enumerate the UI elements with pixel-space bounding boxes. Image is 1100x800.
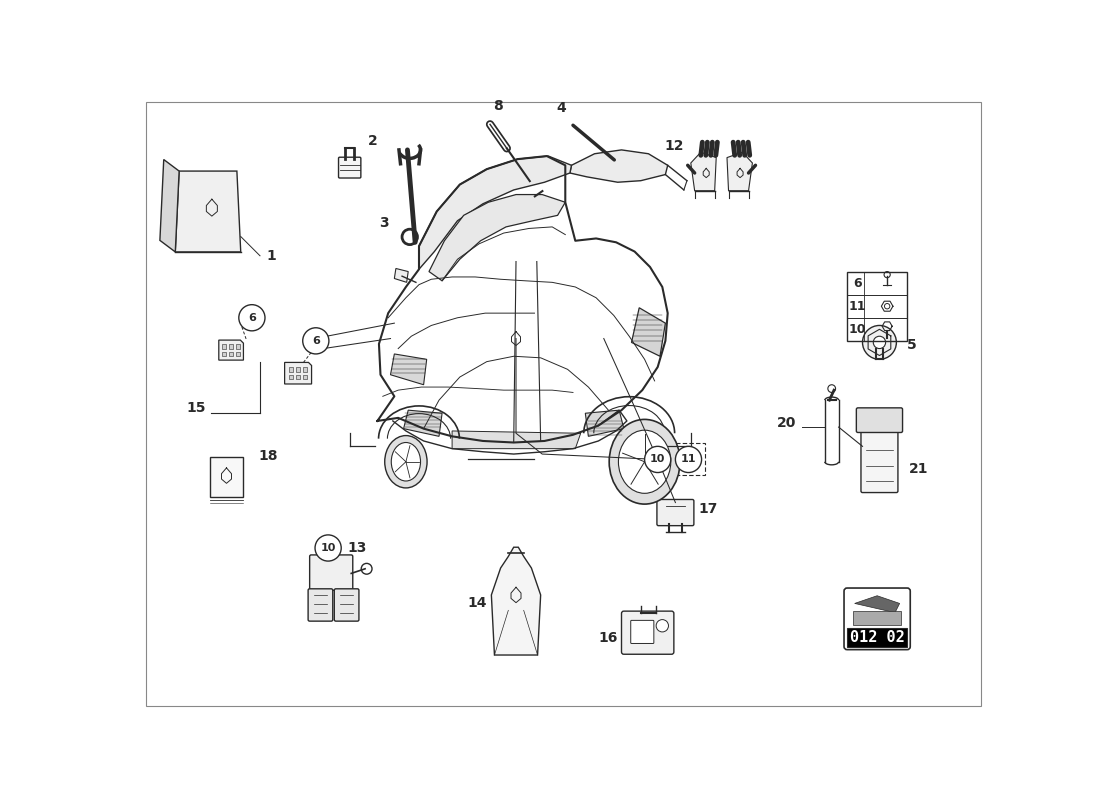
Polygon shape [175,171,241,252]
Polygon shape [727,152,752,190]
Polygon shape [452,431,581,449]
Text: 17: 17 [698,502,717,516]
Text: 14: 14 [468,596,487,610]
Ellipse shape [618,430,671,494]
Polygon shape [847,628,907,646]
Text: 12: 12 [664,139,683,153]
Ellipse shape [385,435,427,488]
Text: 15: 15 [186,401,206,415]
Polygon shape [631,308,666,356]
Circle shape [656,619,669,632]
Text: 11: 11 [848,300,866,313]
Polygon shape [289,374,294,379]
Polygon shape [229,344,233,349]
Circle shape [862,326,896,359]
FancyBboxPatch shape [621,611,674,654]
Polygon shape [691,152,716,190]
FancyBboxPatch shape [308,589,332,621]
Polygon shape [235,352,240,356]
Polygon shape [219,340,243,360]
Text: 3: 3 [379,216,389,230]
Polygon shape [222,344,227,349]
Text: 21: 21 [909,462,928,477]
Polygon shape [160,159,179,252]
Text: 20: 20 [777,416,796,430]
Text: 10: 10 [650,454,666,465]
FancyBboxPatch shape [339,158,361,178]
Text: 6: 6 [248,313,256,322]
Circle shape [239,305,265,331]
FancyBboxPatch shape [334,589,359,621]
Circle shape [302,328,329,354]
Text: 6: 6 [312,336,320,346]
Polygon shape [570,150,668,182]
FancyBboxPatch shape [630,620,653,643]
Ellipse shape [392,442,420,481]
Text: 012 02: 012 02 [850,630,904,645]
Text: 11: 11 [681,454,696,465]
Text: 10: 10 [848,323,866,336]
Polygon shape [419,156,572,270]
Polygon shape [289,367,294,372]
Polygon shape [302,374,307,379]
Circle shape [645,446,671,473]
FancyBboxPatch shape [310,555,353,590]
Text: 16: 16 [598,631,618,645]
Text: 13: 13 [348,541,367,555]
Circle shape [315,535,341,561]
Polygon shape [492,547,541,655]
FancyBboxPatch shape [856,408,902,433]
FancyBboxPatch shape [657,499,694,526]
Polygon shape [296,374,300,379]
Circle shape [675,446,702,473]
Ellipse shape [609,419,680,504]
Text: 10: 10 [320,543,336,553]
FancyBboxPatch shape [861,422,898,493]
Polygon shape [296,367,300,372]
Polygon shape [390,354,427,385]
Polygon shape [855,596,900,613]
Polygon shape [285,362,311,384]
Text: 6: 6 [852,277,861,290]
Polygon shape [854,611,901,625]
Circle shape [873,336,886,349]
Polygon shape [429,194,565,281]
Polygon shape [302,367,307,372]
Text: 1: 1 [266,249,276,262]
Text: 8: 8 [494,99,503,113]
Text: 18: 18 [258,449,278,462]
Text: 4: 4 [557,102,566,115]
Polygon shape [210,457,243,497]
Polygon shape [229,352,233,356]
Text: 2: 2 [367,134,377,148]
Polygon shape [585,410,624,436]
Polygon shape [235,344,240,349]
FancyBboxPatch shape [844,588,911,650]
Polygon shape [395,269,408,282]
Polygon shape [222,352,227,356]
Polygon shape [404,410,442,436]
Text: 5: 5 [906,338,916,352]
